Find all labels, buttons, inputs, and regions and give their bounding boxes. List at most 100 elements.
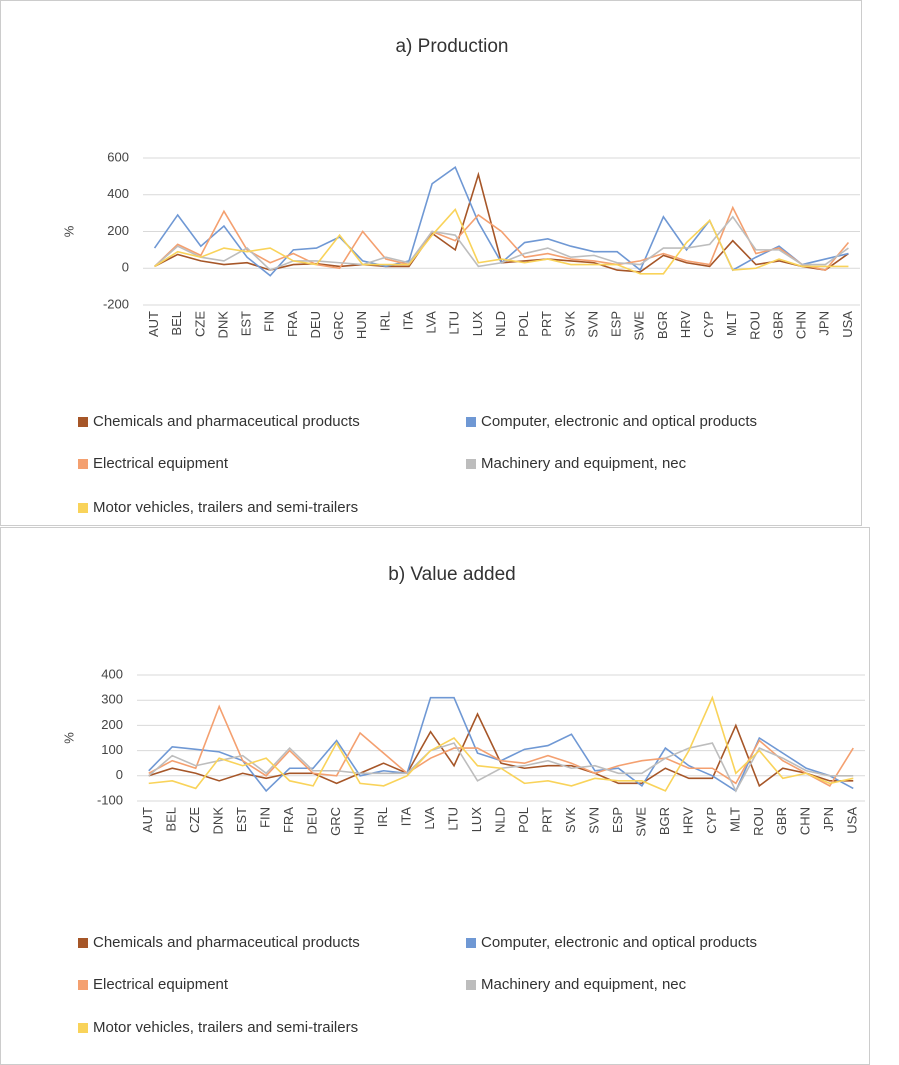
y-tick-label: 400	[107, 186, 129, 201]
x-tick-label: POL	[516, 311, 531, 337]
x-tick-label: JPN	[821, 807, 836, 832]
y-tick-label: 0	[122, 260, 129, 275]
legend-swatch	[466, 417, 476, 427]
x-tick-label: USA	[845, 807, 860, 834]
x-tick-label: FIN	[258, 807, 273, 828]
x-tick-label: IRL	[377, 311, 392, 331]
series-line	[154, 207, 849, 275]
x-tick-label: NLD	[492, 807, 507, 833]
x-tick-label: HUN	[352, 807, 367, 835]
x-tick-label: DEU	[308, 311, 323, 338]
legend-label: Electrical equipment	[93, 976, 229, 993]
series-line	[148, 696, 854, 793]
x-tick-label: SVN	[585, 311, 600, 338]
y-tick-label: 100	[101, 742, 123, 757]
chart-production: a) Production% -200 0 200 400 600 AUT BEL CZE DNK…	[0, 0, 862, 526]
legend-swatch	[78, 980, 88, 990]
x-tick-label: SWE	[632, 311, 647, 341]
series-line	[154, 215, 849, 272]
x-tick-label: HRV	[680, 807, 695, 835]
y-tick-label: 400	[101, 666, 123, 681]
legend-swatch	[78, 1023, 88, 1033]
legend-label: Machinery and equipment, nec	[481, 455, 687, 472]
x-tick-label: GBR	[770, 311, 785, 339]
legend-label: Chemicals and pharmaceutical products	[93, 934, 360, 951]
x-tick-label: BEL	[164, 807, 179, 832]
legend-label: Electrical equipment	[93, 455, 229, 472]
x-tick-label: AUT	[140, 807, 155, 833]
series-line	[154, 205, 850, 271]
x-tick-label: ESP	[610, 807, 625, 833]
x-tick-label: HUN	[354, 311, 369, 339]
x-tick-label: FRA	[285, 311, 300, 337]
x-tick-label: PRT	[539, 311, 554, 337]
chart-value-added: b) Value added% -100 0 100 200 300 400 AUT BEL CZ…	[0, 527, 870, 1065]
y-tick-label: -200	[103, 296, 129, 311]
x-tick-label: LUX	[469, 807, 484, 833]
x-tick-label: FIN	[262, 311, 277, 332]
x-tick-label: POL	[516, 807, 531, 833]
x-tick-label: DNK	[215, 311, 230, 339]
panel-border	[0, 0, 862, 526]
y-axis-label: %	[61, 732, 76, 744]
x-tick-label: CZE	[192, 311, 207, 337]
legend-label: Computer, electronic and optical product…	[481, 413, 757, 430]
x-tick-label: MLT	[727, 807, 742, 832]
x-tick-label: JPN	[817, 311, 832, 336]
x-tick-label: ROU	[747, 311, 762, 340]
x-tick-label: LUX	[470, 311, 485, 337]
x-tick-label: ESP	[609, 311, 624, 337]
x-tick-label: ITA	[399, 807, 414, 827]
y-tick-label: 200	[101, 717, 123, 732]
x-tick-label: ITA	[400, 311, 415, 331]
x-tick-label: HRV	[678, 311, 693, 339]
legend-swatch	[466, 459, 476, 469]
x-tick-label: LVA	[422, 807, 437, 830]
x-tick-label: EST	[234, 807, 249, 832]
legend-swatch	[78, 459, 88, 469]
x-tick-label: LTU	[445, 807, 460, 831]
legend-swatch	[78, 417, 88, 427]
x-tick-label: BGR	[655, 311, 670, 339]
y-tick-label: -100	[97, 792, 123, 807]
series-line	[148, 695, 854, 792]
x-tick-label: FRA	[281, 807, 296, 833]
x-tick-label: CHN	[798, 807, 813, 835]
x-tick-label: SVN	[586, 807, 601, 834]
x-tick-label: DNK	[211, 807, 226, 835]
x-tick-label: MLT	[724, 311, 739, 336]
series-line	[154, 171, 849, 273]
y-axis-label: %	[61, 225, 76, 237]
y-tick-label: 300	[101, 692, 123, 707]
x-tick-label: LTU	[447, 311, 462, 335]
legend-label: Chemicals and pharmaceutical products	[93, 413, 360, 430]
legend-swatch	[466, 938, 476, 948]
x-tick-label: CYP	[704, 807, 719, 834]
legend-label: Computer, electronic and optical product…	[481, 934, 757, 951]
x-tick-label: GRC	[328, 807, 343, 836]
x-tick-label: SWE	[633, 807, 648, 837]
x-tick-label: IRL	[375, 807, 390, 827]
x-tick-label: ROU	[751, 807, 766, 836]
x-tick-label: GBR	[774, 807, 789, 835]
series-line	[148, 704, 854, 787]
legend-label: Motor vehicles, trailers and semi-traile…	[93, 499, 358, 516]
x-tick-label: AUT	[146, 311, 161, 337]
x-tick-label: EST	[239, 311, 254, 336]
legend-label: Motor vehicles, trailers and semi-traile…	[93, 1019, 358, 1036]
series-line	[148, 712, 854, 788]
x-tick-label: BEL	[169, 311, 184, 336]
y-tick-label: 600	[107, 149, 129, 164]
x-tick-label: NLD	[493, 311, 508, 337]
x-tick-label: CZE	[187, 807, 202, 833]
chart-title: a) Production	[395, 36, 508, 57]
x-tick-label: PRT	[539, 807, 554, 833]
x-tick-label: BGR	[657, 807, 672, 835]
x-tick-label: USA	[840, 311, 855, 338]
x-tick-label: LVA	[424, 311, 439, 334]
x-tick-label: DEU	[305, 807, 320, 834]
legend-swatch	[78, 938, 88, 948]
x-tick-label: CYP	[701, 311, 716, 338]
x-tick-label: SVK	[563, 807, 578, 833]
